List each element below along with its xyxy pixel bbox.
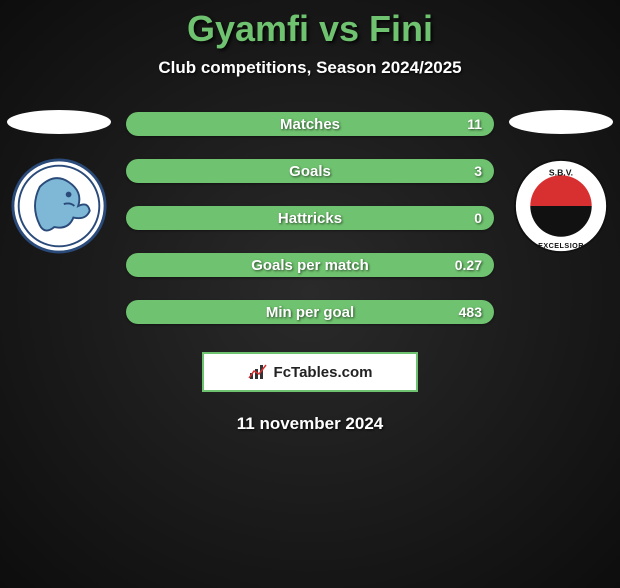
left-player-oval xyxy=(7,110,111,134)
stats-column: Matches 11 Goals 3 Hattricks 0 Goals per… xyxy=(126,110,494,324)
subtitle: Club competitions, Season 2024/2025 xyxy=(0,58,620,78)
left-player-col xyxy=(4,110,114,254)
stat-right-value: 483 xyxy=(459,304,482,320)
page-title: Gyamfi vs Fini xyxy=(0,8,620,50)
stat-label: Min per goal xyxy=(266,304,354,321)
brand-box[interactable]: FcTables.com xyxy=(202,352,418,392)
stat-bar-matches: Matches 11 xyxy=(126,112,494,136)
stat-right-value: 0.27 xyxy=(455,257,482,273)
stat-bar-goals-per-match: Goals per match 0.27 xyxy=(126,253,494,277)
stat-label: Hattricks xyxy=(278,210,342,227)
right-player-oval xyxy=(509,110,613,134)
stat-bar-goals: Goals 3 xyxy=(126,159,494,183)
left-club-logo xyxy=(11,158,107,254)
stat-right-value: 11 xyxy=(467,116,482,132)
svg-text:S.B.V.: S.B.V. xyxy=(549,167,573,177)
right-club-logo: S.B.V. EXCELSIOR xyxy=(513,158,609,254)
chart-icon xyxy=(248,363,268,381)
stat-label: Matches xyxy=(280,116,340,133)
stat-bar-hattricks: Hattricks 0 xyxy=(126,206,494,230)
right-player-col: S.B.V. EXCELSIOR xyxy=(506,110,616,254)
stat-label: Goals per match xyxy=(251,257,369,274)
comparison-row: Matches 11 Goals 3 Hattricks 0 Goals per… xyxy=(0,110,620,324)
stat-right-value: 3 xyxy=(474,163,482,179)
stat-right-value: 0 xyxy=(474,210,482,226)
stat-label: Goals xyxy=(289,163,331,180)
brand-text: FcTables.com xyxy=(274,364,373,381)
date-text: 11 november 2024 xyxy=(0,414,620,434)
svg-text:EXCELSIOR: EXCELSIOR xyxy=(538,241,584,250)
stat-bar-min-per-goal: Min per goal 483 xyxy=(126,300,494,324)
